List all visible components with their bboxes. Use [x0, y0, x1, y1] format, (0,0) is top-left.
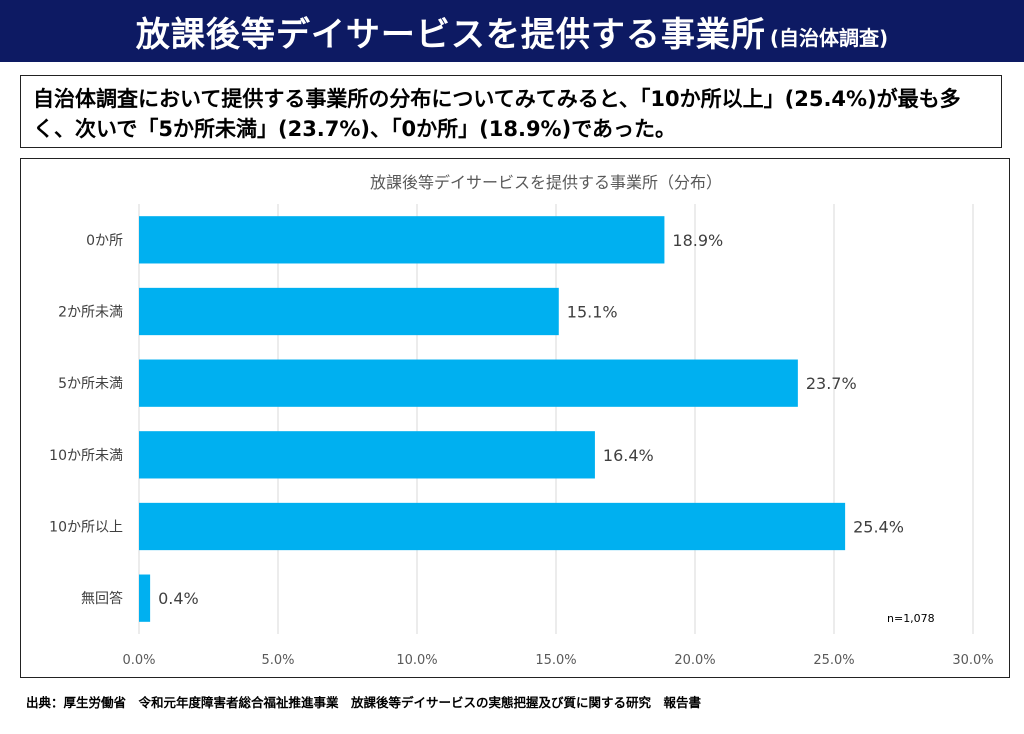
title-bar: 放課後等デイサービスを提供する事業所 (自治体調査) [0, 0, 1024, 62]
bar [139, 574, 151, 622]
category-label: 2か所未満 [58, 305, 123, 321]
x-tick-label: 5.0% [261, 653, 294, 668]
bar [139, 431, 595, 479]
source-note: 出典：厚生労働省 令和元年度障害者総合福祉推進事業 放課後等デイサービスの実態把… [26, 695, 702, 710]
category-label: 5か所未満 [58, 376, 123, 392]
page-subtitle: (自治体調査) [769, 25, 889, 50]
data-label: 18.9% [672, 231, 723, 250]
data-label: 25.4% [853, 518, 904, 537]
summary-box: 自治体調査において提供する事業所の分布についてみてみると、「10か所以上」(25… [20, 75, 1002, 148]
x-tick-label: 10.0% [396, 653, 437, 668]
chart-title: 放課後等デイサービスを提供する事業所（分布） [370, 173, 722, 192]
bar [139, 287, 559, 336]
chart-container: 放課後等デイサービスを提供する事業所（分布） 0.0% 5.0% 10.0% 15.0%… [20, 158, 1010, 678]
data-label: 16.4% [603, 446, 654, 465]
category-label: 無回答 [81, 590, 123, 607]
data-label: 23.7% [806, 374, 857, 393]
x-tick-label: 25.0% [813, 653, 854, 668]
sample-size-note: n=1,078 [887, 612, 935, 625]
x-tick-label: 30.0% [952, 653, 993, 668]
bar [139, 359, 798, 407]
bar [139, 216, 665, 264]
category-label: 0か所 [86, 233, 123, 249]
summary-text: 自治体調査において提供する事業所の分布についてみてみると、「10か所以上」(25… [33, 87, 961, 141]
page-title: 放課後等デイサービスを提供する事業所 [135, 14, 766, 55]
data-label: 0.4% [158, 589, 199, 608]
category-label: 10か所未満 [49, 448, 123, 464]
bar-chart: 放課後等デイサービスを提供する事業所（分布） 0.0% 5.0% 10.0% 15.0%… [49, 173, 993, 668]
x-tick-label: 0.0% [122, 653, 155, 668]
data-label: 15.1% [567, 303, 618, 322]
category-label: 10か所以上 [49, 520, 123, 536]
x-tick-label: 20.0% [674, 653, 715, 668]
bar [139, 502, 846, 551]
x-tick-label: 15.0% [535, 653, 576, 668]
